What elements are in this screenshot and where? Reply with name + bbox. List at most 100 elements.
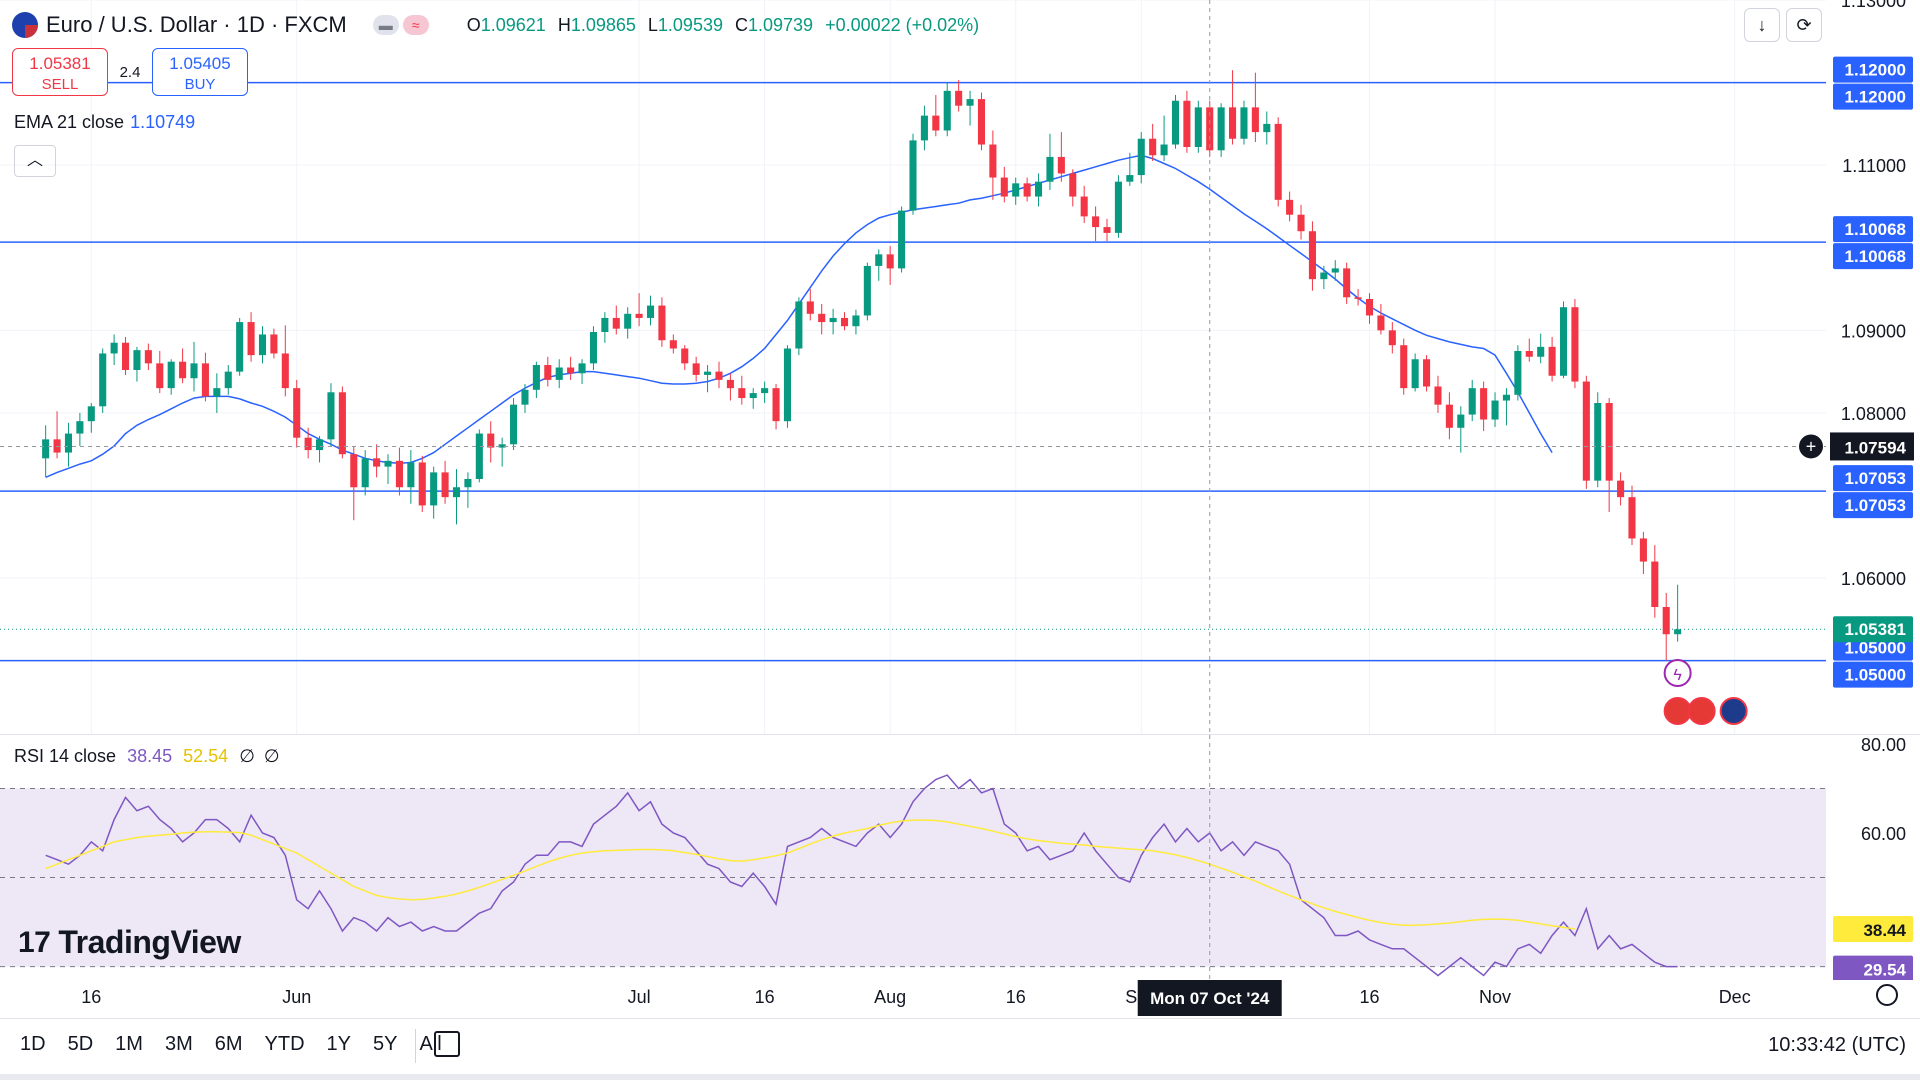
candle: [761, 381, 769, 404]
candle: [1514, 345, 1522, 401]
candle-body: [76, 421, 84, 434]
candle: [441, 460, 449, 504]
candle: [407, 450, 415, 504]
candle-body: [407, 462, 415, 488]
rsi-ma-value: 52.54: [183, 746, 229, 766]
candle-body: [1251, 107, 1259, 133]
candle: [1286, 191, 1294, 222]
symbol-header: Euro / U.S. Dollar · 1D · FXCM ▬ ≈ O 1.09…: [12, 8, 979, 42]
candle: [909, 133, 917, 215]
candle-body: [966, 99, 974, 106]
candle: [806, 289, 814, 321]
candle-body: [955, 90, 963, 106]
utc-clock[interactable]: 10:33:42 (UTC): [1768, 1034, 1906, 1056]
range-button-5d[interactable]: 5D: [67, 1033, 94, 1055]
candle: [1171, 94, 1180, 149]
rsi-lines: [45, 774, 1678, 977]
candle: [681, 345, 689, 370]
price-chart[interactable]: ϟ 1.06000 1.08000 1.09000 1.11000 1.13000 1.1…: [0, 0, 1920, 735]
range-button-1d[interactable]: 1D: [20, 1033, 46, 1055]
collapse-chevron-up-icon[interactable]: ︿: [14, 145, 56, 177]
candle-body: [316, 439, 324, 451]
open-label: O: [466, 14, 481, 35]
ema-legend[interactable]: EMA 21 close 1.10749: [14, 112, 195, 133]
range-button-1y[interactable]: 1Y: [326, 1033, 352, 1055]
level-label-bg: [1833, 83, 1913, 110]
crosshair-date-bg: [1137, 980, 1282, 1016]
candle-body: [1149, 138, 1157, 156]
range-button-3m[interactable]: 3M: [164, 1033, 193, 1055]
crosshair-plus-glyph: +: [1806, 436, 1817, 456]
time-axis[interactable]: 16JunJul16Aug16Sep16NovDecMon 07 Oct '24: [0, 980, 1920, 1018]
candle: [532, 361, 540, 399]
candle: [201, 352, 209, 402]
candle-body: [1388, 330, 1396, 346]
candle: [1000, 166, 1008, 203]
symbol-title[interactable]: Euro / U.S. Dollar · 1D · FXCM: [46, 12, 347, 37]
candle-body: [156, 363, 164, 389]
low-value: 1.09539: [657, 14, 723, 35]
settings-gear-icon[interactable]: [1876, 984, 1898, 1006]
buy-button[interactable]: 1.05405 BUY: [152, 48, 248, 96]
candle: [977, 92, 986, 151]
price-tick-label: 1.09000: [1841, 321, 1906, 341]
candle: [87, 403, 95, 433]
range-button-6m[interactable]: 6M: [214, 1033, 243, 1055]
candle: [1639, 531, 1647, 574]
download-icon[interactable]: ↓: [1744, 8, 1780, 42]
range-button-ytd[interactable]: YTD: [264, 1033, 305, 1055]
candle: [521, 384, 529, 413]
candle: [1423, 355, 1431, 392]
candle: [1365, 293, 1374, 324]
candle: [1537, 333, 1545, 364]
candle: [624, 307, 632, 339]
candle: [418, 455, 426, 513]
candle: [1445, 392, 1453, 440]
sell-button[interactable]: 1.05381 SELL: [12, 48, 108, 96]
candle-body: [167, 361, 175, 389]
rsi-name: RSI 14 close: [14, 746, 117, 766]
candle: [818, 303, 826, 335]
range-button-1m[interactable]: 1M: [115, 1033, 143, 1055]
buy-label: BUY: [184, 76, 216, 93]
candle-body: [1297, 214, 1305, 232]
candle: [738, 375, 746, 405]
minus-icon[interactable]: ▬: [372, 15, 399, 35]
candle: [487, 421, 495, 463]
candle: [1126, 152, 1134, 186]
candle-body: [179, 361, 187, 379]
candle-body: [270, 334, 278, 354]
ema-value: 1.10749: [130, 112, 196, 132]
approx-icon[interactable]: ≈: [402, 15, 429, 35]
candle-body: [361, 458, 369, 488]
candle-body: [224, 371, 232, 389]
calendar-icon[interactable]: [434, 1031, 460, 1057]
candle: [258, 326, 267, 364]
price-axis-bg: [1826, 0, 1920, 735]
candle: [1263, 111, 1271, 145]
candle-body: [430, 472, 438, 506]
rsi-axis-bg: [1826, 735, 1920, 980]
candle-body: [1491, 400, 1499, 420]
candle: [704, 365, 712, 393]
candle: [567, 356, 575, 380]
candle-body: [1617, 480, 1625, 498]
range-button-all[interactable]: All: [419, 1033, 442, 1055]
status-pill[interactable]: ▬ ≈: [372, 15, 429, 35]
candle: [338, 386, 346, 459]
pane-divider[interactable]: [0, 734, 1920, 735]
candle-body: [1308, 231, 1316, 280]
candle: [304, 427, 312, 459]
candle-body: [441, 472, 449, 498]
close-value: 1.09739: [747, 14, 814, 35]
range-button-5y[interactable]: 5Y: [373, 1033, 398, 1055]
candle-body: [487, 433, 495, 448]
rsi-legend[interactable]: RSI 14 close 38.45 52.54 ∅ ∅: [14, 746, 280, 767]
rsi-chart[interactable]: 60.00 80.00 38.44 29.54: [0, 735, 1920, 980]
fullscreen-icon[interactable]: ⟳: [1786, 8, 1822, 42]
candle-body: [418, 462, 426, 506]
candle-body: [1137, 138, 1145, 176]
candle-body: [1092, 216, 1100, 228]
low-label: L: [647, 14, 658, 35]
